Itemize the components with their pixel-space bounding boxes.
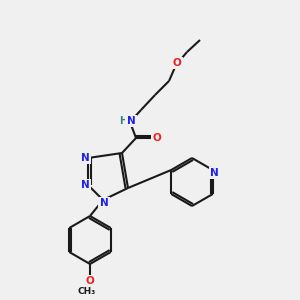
Text: N: N (81, 180, 89, 190)
Text: N: N (100, 198, 108, 208)
Text: O: O (172, 58, 182, 68)
Text: N: N (127, 116, 135, 126)
Text: H: H (119, 116, 127, 126)
Text: CH₃: CH₃ (78, 286, 96, 296)
Text: O: O (153, 133, 161, 143)
Text: O: O (85, 276, 94, 286)
Text: N: N (81, 153, 89, 163)
Text: N: N (210, 168, 219, 178)
